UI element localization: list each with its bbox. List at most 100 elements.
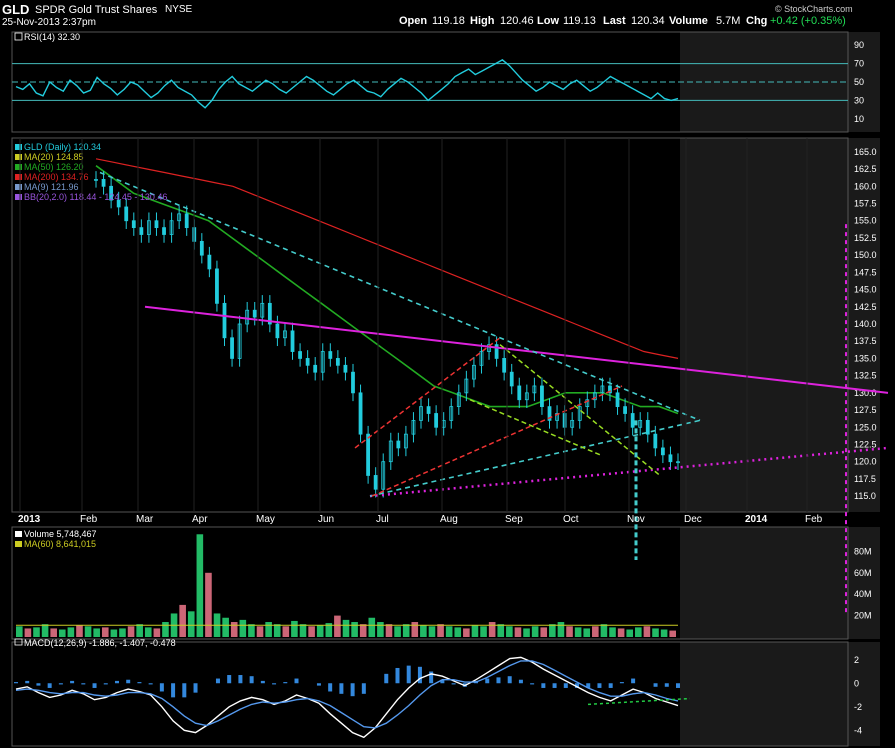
price-candle (388, 440, 393, 463)
price-candle (116, 199, 121, 208)
macd-histogram-bar (249, 676, 254, 684)
price-candle (502, 358, 507, 373)
price-candle (668, 454, 673, 463)
price-tick-label: 160.0 (854, 181, 877, 191)
macd-histogram-bar (137, 682, 142, 684)
volume-bar (368, 617, 376, 637)
macd-histogram-bar (485, 678, 490, 684)
volume-legend-entry: Volume 5,748,467 (24, 529, 97, 539)
volume-bar (514, 627, 522, 637)
volume-bar (359, 624, 367, 637)
macd-histogram-bar (518, 679, 523, 684)
macd-histogram-bar (597, 683, 602, 688)
volume-bar (16, 626, 23, 637)
volume-panel (11, 526, 849, 640)
macd-histogram-bar (541, 683, 546, 688)
volume-tick-label: 20M (854, 611, 872, 621)
volume-bar (600, 624, 608, 637)
price-legend-entry: MA(50) 126.20 (24, 162, 84, 172)
chg-value: +0.42 (+0.35%) (770, 15, 846, 27)
volume-bar (187, 611, 195, 637)
x-axis-label: Jul (376, 514, 389, 525)
volume-bar (67, 627, 75, 637)
price-candle (162, 227, 166, 235)
future-shade-macd (680, 642, 880, 746)
price-candle (524, 392, 529, 401)
price-candle (313, 364, 318, 373)
x-axis-label: Oct (563, 514, 579, 525)
volume-bar (437, 624, 444, 637)
macd-histogram-bar (451, 683, 456, 685)
macd-histogram-bar (193, 683, 198, 693)
price-candle (381, 461, 386, 490)
price-candle (532, 385, 537, 394)
price-candle (320, 351, 325, 373)
price-legend-swatch (15, 184, 22, 190)
price-legend-entry: GLD (Daily) 120.34 (24, 142, 101, 152)
price-candle (600, 385, 605, 394)
rsi-tick-label: 90 (854, 40, 864, 50)
price-tick-label: 132.5 (854, 371, 877, 381)
open-value: 119.18 (432, 15, 465, 27)
price-candle (630, 413, 635, 428)
symbol: GLD (2, 2, 30, 17)
price-candle (328, 351, 333, 359)
volume-bar (205, 572, 212, 637)
cyan-upper-trendline (99, 171, 701, 422)
volume-bar (24, 628, 32, 637)
volume-bar (50, 628, 57, 637)
macd-histogram-bar (563, 683, 568, 688)
price-candle (207, 254, 212, 270)
price-tick-label: 137.5 (854, 336, 877, 346)
volume-bar (136, 624, 143, 637)
price-candle (335, 358, 340, 366)
magenta-resistance-line (144, 305, 889, 394)
price-tick-label: 165.0 (854, 147, 877, 157)
price-tick-label: 157.5 (854, 199, 877, 209)
macd-histogram-bar (664, 683, 669, 687)
macd-line (15, 656, 679, 739)
price-candle (615, 392, 620, 408)
price-tick-label: 152.5 (854, 233, 877, 243)
rsi-tick-label: 30 (854, 95, 864, 105)
volume-bar (127, 626, 135, 637)
price-candle (184, 213, 189, 229)
volume-bar (291, 620, 298, 637)
volume-legend-swatch (15, 531, 22, 537)
volume-bar (377, 622, 384, 637)
price-legend-entry: MA(200) 134.76 (24, 172, 89, 182)
macd-divergence-line (587, 697, 691, 706)
price-candle (267, 302, 272, 325)
volume-bar (574, 627, 582, 637)
price-candle (139, 227, 144, 235)
price-tick-label: 125.0 (854, 422, 877, 432)
price-candle (199, 240, 204, 256)
volume-bar (617, 628, 625, 637)
datetime: 25-Nov-2013 2:37pm (2, 17, 96, 28)
volume-bar (566, 626, 573, 637)
high-value: 120.46 (500, 15, 534, 27)
rsi-legend: RSI(14) 32.30 (24, 32, 80, 42)
volume-bar (583, 628, 591, 637)
price-candle (570, 419, 575, 428)
macd-tick-label: -4 (854, 725, 862, 735)
last-label: Last (603, 15, 626, 27)
macd-histogram-bar (58, 683, 63, 685)
price-candle (252, 309, 257, 318)
volume-bar (660, 629, 668, 637)
macd-histogram-bar (92, 683, 97, 688)
price-candle (351, 371, 355, 394)
macd-histogram-bar (103, 683, 108, 685)
volume-bar (58, 629, 66, 637)
price-candle (494, 344, 499, 359)
red-channel-upper (354, 337, 501, 449)
macd-histogram-bar (36, 683, 41, 686)
volume-bar (445, 626, 453, 637)
price-candle (215, 268, 219, 304)
macd-histogram-bar (384, 673, 389, 684)
macd-histogram-bar (552, 683, 557, 688)
magenta-support-line (369, 446, 889, 498)
price-candle (147, 220, 151, 235)
price-tick-label: 130.0 (854, 388, 877, 398)
